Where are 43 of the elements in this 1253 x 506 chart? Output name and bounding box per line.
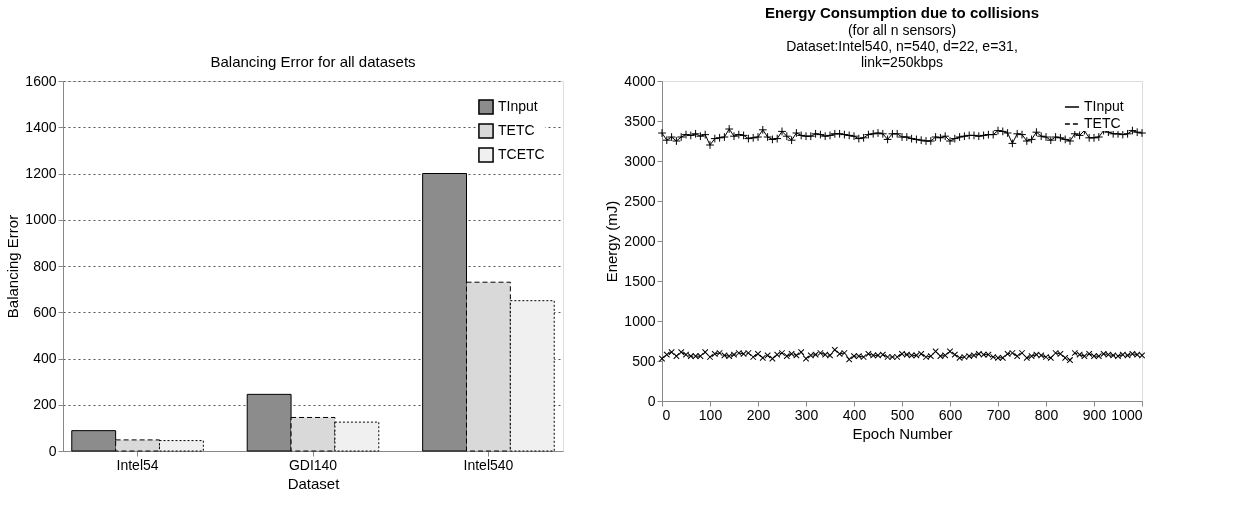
- chart-title: Energy Consumption due to collisions: [764, 4, 1040, 21]
- y-tick-label: 1000: [624, 312, 656, 329]
- x-tick-label: 0: [662, 406, 671, 423]
- chart-subtitle: (for all n sensors) Dataset:Intel540, n=540, d=22, e=31, link=250kbps: [786, 22, 1018, 70]
- x-axis-title: Epoch Number: [852, 424, 953, 442]
- y-tick-label: 500: [632, 352, 656, 369]
- legend-label: TInput: [1084, 98, 1124, 114]
- y-axis-title: Balancing Error: [4, 214, 22, 319]
- legend-label: TETC: [1084, 115, 1121, 131]
- y-tick-label: 1000: [25, 211, 57, 228]
- y-tick-label: 1200: [25, 165, 57, 181]
- legend-label: TCETC: [498, 146, 545, 162]
- legend-label: TInput: [498, 98, 538, 114]
- x-tick-label: 100: [698, 406, 723, 423]
- x-tick-label: 500: [890, 406, 915, 423]
- x-tick-label: 600: [938, 406, 963, 423]
- x-tick-label: 400: [842, 406, 867, 423]
- x-tick-label: 1000: [1111, 406, 1143, 423]
- x-tick-label: 900: [1082, 406, 1107, 423]
- y-tick-label: 400: [33, 350, 57, 366]
- y-tick-label: 800: [33, 257, 57, 274]
- y-tick-label: 0: [48, 442, 57, 459]
- chart-title: Balancing Error for all datasets: [210, 53, 416, 70]
- x-tick-label: 200: [746, 406, 771, 423]
- y-tick-label: 4000: [624, 72, 656, 89]
- y-tick-label: 3000: [624, 152, 656, 169]
- y-tick-label: 2000: [624, 232, 656, 249]
- y-tick-label: 2500: [624, 192, 656, 209]
- x-tick-label: Intel540: [463, 456, 514, 473]
- y-tick-label: 1400: [25, 118, 57, 135]
- y-tick-label: 3500: [624, 112, 656, 129]
- y-tick-label: 0: [647, 392, 656, 409]
- y-tick-label: 600: [33, 303, 57, 320]
- y-tick-label: 1600: [25, 72, 57, 89]
- x-tick-label: 300: [794, 406, 819, 423]
- x-axis-title: Dataset: [287, 474, 341, 492]
- y-tick-label: 1500: [624, 272, 656, 289]
- x-tick-label: GDI140: [288, 456, 338, 473]
- legend-label: TETC: [498, 122, 535, 138]
- x-tick-label: 800: [1034, 406, 1059, 423]
- y-axis-title: Energy (mJ): [603, 200, 621, 283]
- x-tick-label: Intel54: [116, 456, 159, 473]
- x-tick-label: 700: [986, 406, 1011, 423]
